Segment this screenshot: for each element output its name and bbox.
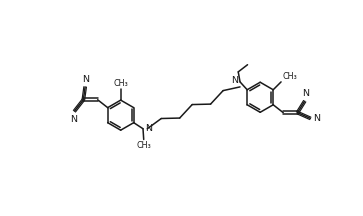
Text: N: N bbox=[82, 75, 89, 84]
Text: CH₃: CH₃ bbox=[282, 72, 297, 81]
Text: N: N bbox=[70, 115, 77, 124]
Text: CH₃: CH₃ bbox=[136, 141, 151, 150]
Text: CH₃: CH₃ bbox=[113, 79, 128, 88]
Text: N: N bbox=[145, 124, 152, 133]
Text: N: N bbox=[231, 76, 238, 85]
Text: N: N bbox=[302, 89, 309, 98]
Text: N: N bbox=[313, 114, 320, 123]
